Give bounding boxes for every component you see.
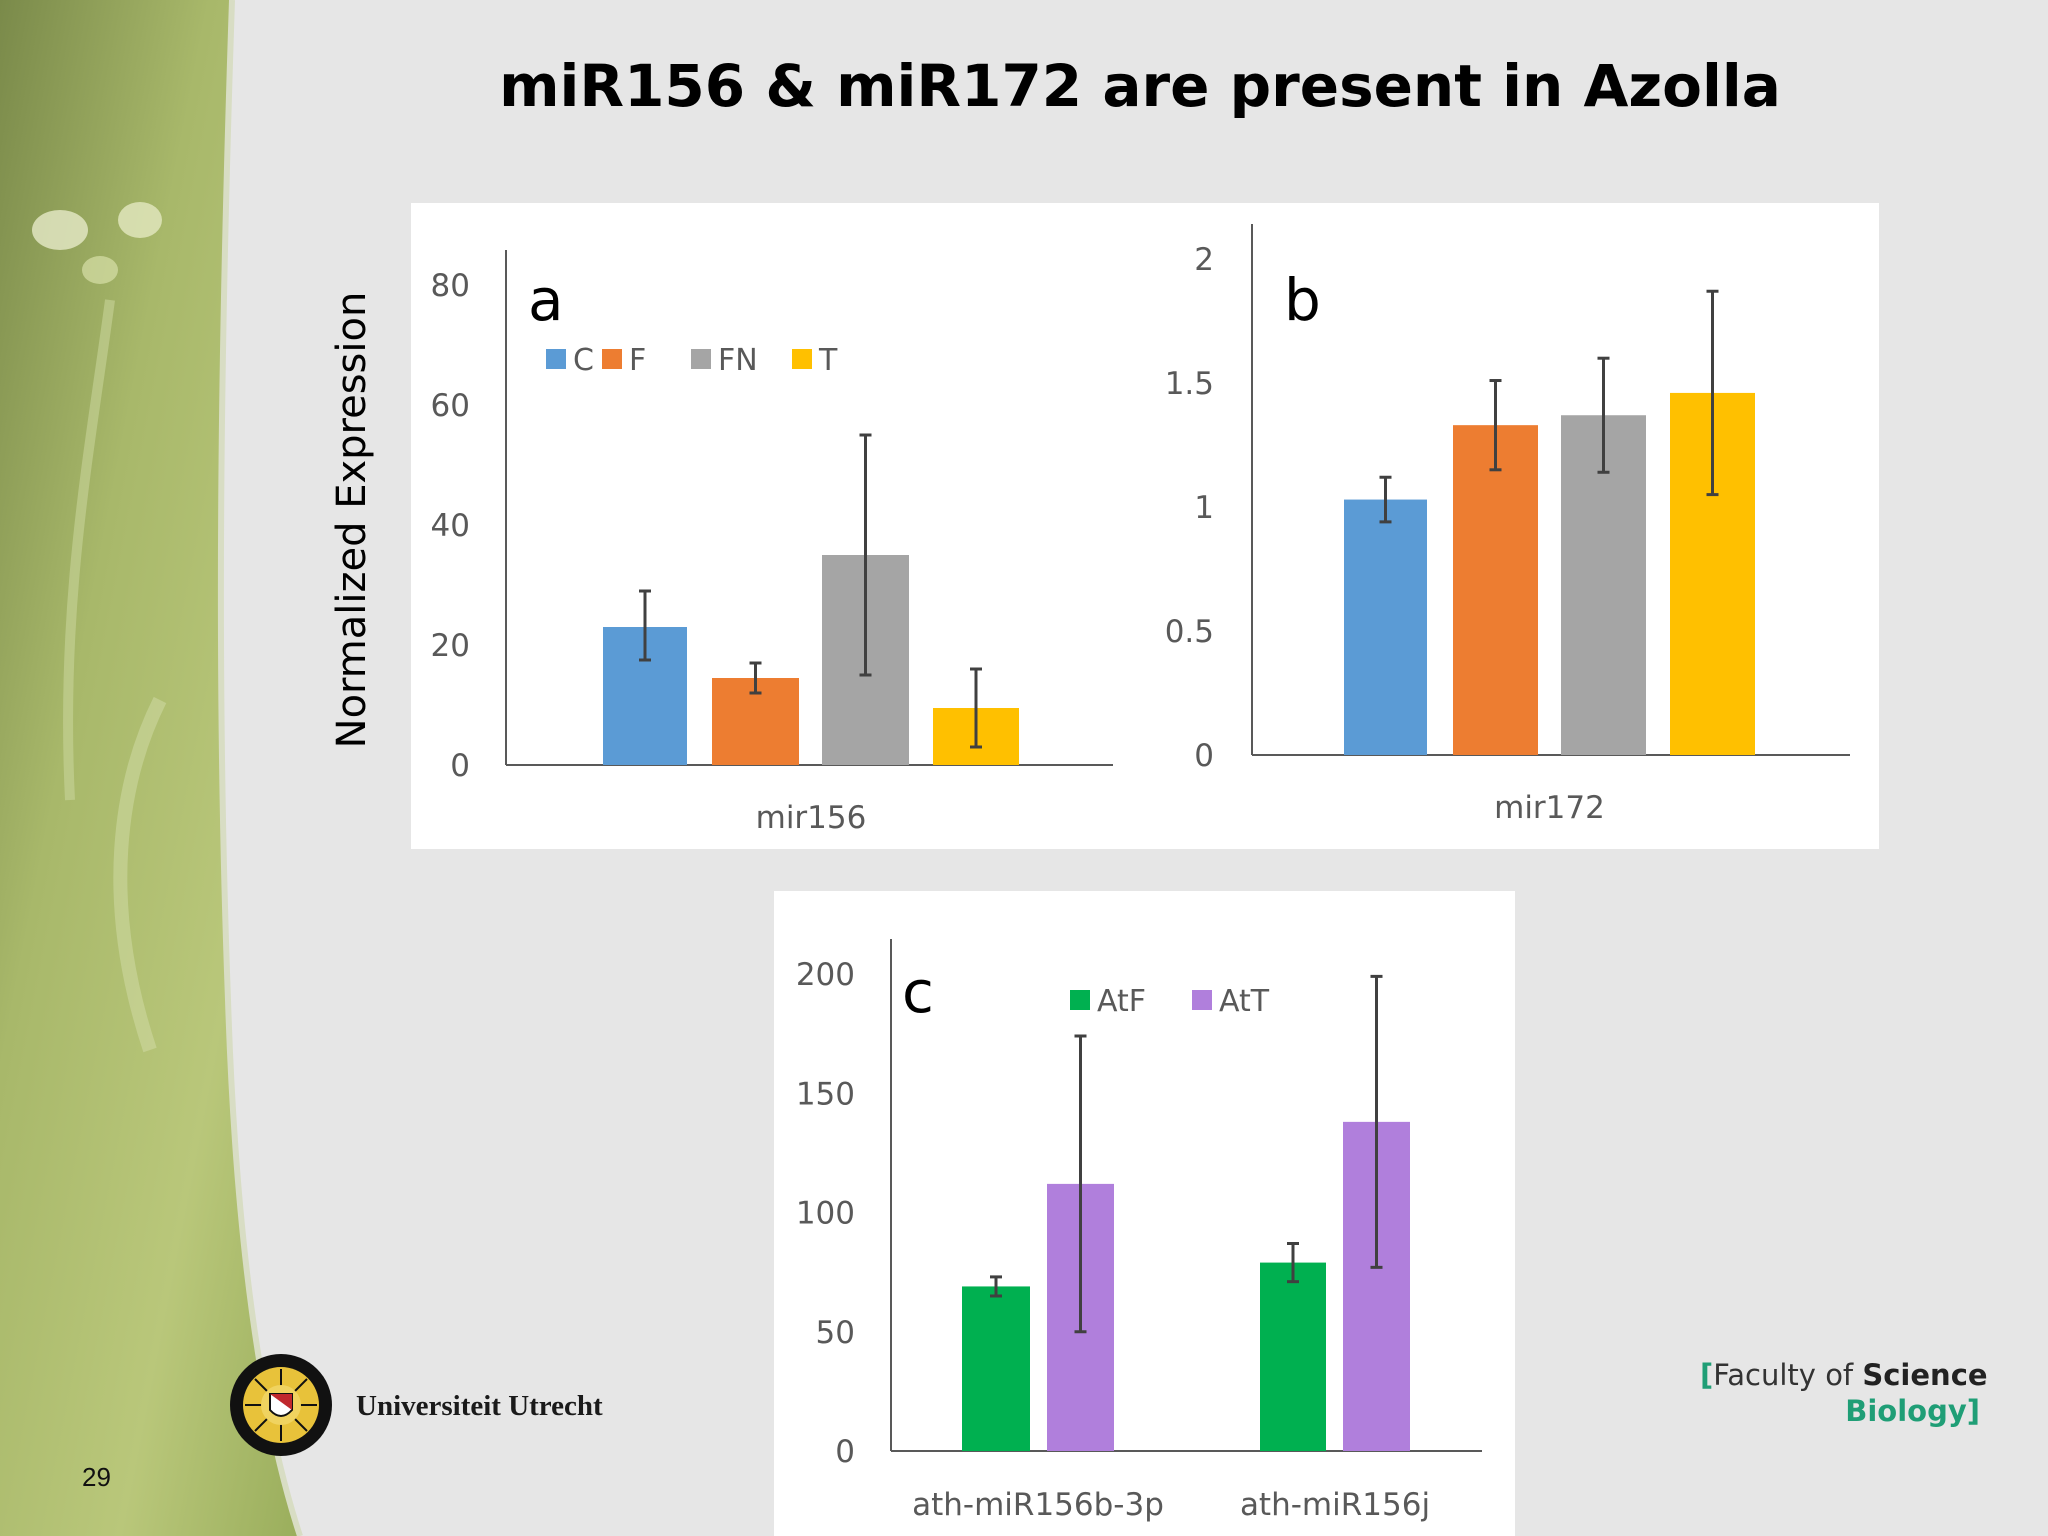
department-line: Biology] — [1700, 1394, 1980, 1428]
chart-c-y-tick-label: 50 — [816, 1315, 855, 1351]
chart-c-bar-AtF-0 — [962, 1286, 1030, 1451]
department-name: Biology — [1845, 1394, 1967, 1428]
chart-c-legend-label-AtF: AtF — [1097, 984, 1146, 1019]
chart-c-category-label: ath-miR156b-3p — [912, 1487, 1164, 1523]
chart-a-category-label: mir156 — [756, 800, 867, 836]
chart-c-panel-label: c — [902, 958, 934, 1026]
faculty-close-bracket: ] — [1966, 1394, 1980, 1428]
chart-a-panel-label: a — [528, 266, 564, 334]
chart-c-y-tick-label: 100 — [796, 1196, 855, 1232]
chart-b-bar-C-0 — [1344, 499, 1427, 755]
chart-b-y-tick-label: 1.5 — [1165, 366, 1214, 402]
faculty-prefix: Faculty of — [1713, 1358, 1863, 1392]
chart-a-legend-label-T: T — [818, 343, 838, 378]
chart-a-legend-label-C: C — [573, 343, 594, 378]
chart-a-legend-label-FN: FN — [718, 343, 758, 378]
chart-c-legend-swatch-AtT — [1192, 990, 1212, 1010]
chart-c-y-tick-label: 0 — [835, 1434, 855, 1470]
university-name: Universiteit Utrecht — [356, 1390, 603, 1422]
chart-a-y-tick-label: 0 — [450, 748, 470, 784]
chart-c-bar-AtF-1 — [1260, 1262, 1326, 1451]
faculty-line: [Faculty of Science — [1700, 1358, 1988, 1392]
chart-b-panel-label: b — [1284, 266, 1321, 334]
chart-a-legend-label-F: F — [629, 343, 646, 378]
chart-a-y-tick-label: 80 — [431, 268, 470, 304]
chart-a-legend-swatch-F — [602, 349, 622, 369]
chart-b-bar-F-0 — [1453, 425, 1538, 755]
chart-a-legend-swatch-FN — [691, 349, 711, 369]
chart-c-category-label: ath-miR156j — [1240, 1487, 1430, 1523]
chart-b-y-tick-label: 0 — [1194, 738, 1214, 774]
chart-a-y-tick-label: 60 — [431, 388, 470, 424]
slide-title: miR156 & miR172 are present in Azolla — [499, 52, 1781, 120]
chart-b-y-tick-label: 0.5 — [1165, 614, 1214, 650]
chart-c-legend-swatch-AtF — [1070, 990, 1090, 1010]
chart-a-legend-swatch-T — [792, 349, 812, 369]
chart-a-y-tick-label: 20 — [431, 628, 470, 664]
chart-b-category-label: mir172 — [1494, 790, 1605, 826]
chart-a-legend-swatch-C — [546, 349, 566, 369]
chart-c-legend-label-AtT: AtT — [1219, 984, 1270, 1019]
faculty-emphasis: Science — [1862, 1358, 1988, 1392]
chart-a-y-tick-label: 40 — [431, 508, 470, 544]
chart-c-y-tick-label: 200 — [796, 957, 855, 993]
faculty-open-bracket: [ — [1700, 1358, 1714, 1392]
university-seal-icon — [230, 1354, 332, 1456]
page-number: 29 — [82, 1462, 111, 1492]
chart-c-y-tick-label: 150 — [796, 1076, 855, 1112]
chart-b-y-tick-label: 2 — [1194, 242, 1214, 278]
chart-b-y-tick-label: 1 — [1194, 490, 1214, 526]
